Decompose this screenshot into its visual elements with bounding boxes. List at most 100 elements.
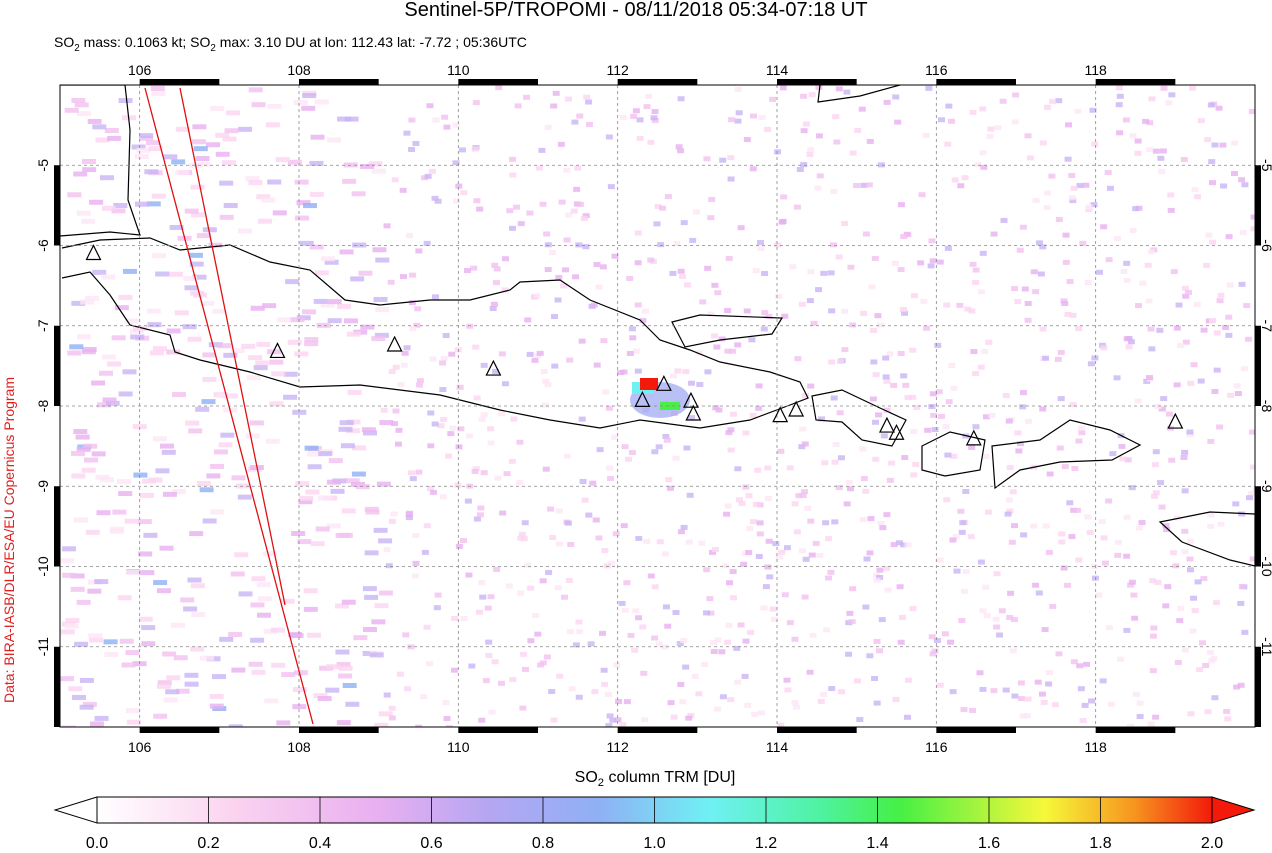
noise-pixel [723,511,731,517]
noise-pixel [1197,378,1205,384]
noise-pixel [319,665,334,671]
noise-pixel [667,700,675,706]
lat-tick-label: -9 [35,480,51,493]
noise-pixel [494,475,502,481]
noise-pixel [817,698,825,704]
noise-pixel [929,651,937,657]
noise-pixel [1015,448,1023,454]
noise-pixel [654,203,662,209]
noise-pixel [510,416,518,422]
noise-pixel [1127,339,1135,345]
noise-pixel [733,645,741,651]
noise-pixel [766,574,774,580]
noise-pixel [1158,504,1166,510]
noise-pixel [727,447,735,453]
noise-pixel [576,629,584,635]
noise-pixel [220,432,235,438]
noise-pixel [1055,98,1063,104]
noise-pixel [1148,346,1156,352]
coast-borneo [817,85,901,103]
noise-pixel [362,626,377,632]
noise-pixel [700,662,708,668]
noise-pixel [634,302,642,308]
noise-pixel [1204,709,1212,715]
noise-pixel [1120,268,1128,274]
noise-pixel [314,99,329,105]
noise-pixel [1017,680,1025,686]
noise-pixel [755,383,763,389]
noise-pixel [534,631,542,637]
noise-pixel [301,105,316,111]
noise-pixel [949,689,957,695]
noise-pixel [556,541,564,547]
noise-pixel [452,198,460,204]
noise-pixel [111,335,126,341]
map-frame [54,79,1261,733]
noise-pixel [1043,205,1051,211]
noise-pixel [1187,380,1195,386]
noise-pixel [667,485,675,491]
noise-pixel [413,322,421,328]
noise-pixel [388,715,396,721]
noise-pixel [325,687,340,693]
noise-pixel [309,160,324,166]
noise-pixel [97,402,112,408]
lat-tick-label: -11 [35,637,51,656]
noise-pixel [132,424,147,430]
noise-pixel [1187,567,1195,573]
noise-pixel [141,625,156,631]
noise-pixel [65,617,80,623]
noise-pixel [548,250,556,256]
noise-pixel [476,206,484,212]
noise-pixel [548,689,556,695]
noise-pixel [190,646,205,652]
noise-pixel [105,400,120,406]
noise-pixel [611,434,619,440]
noise-pixel [1024,317,1032,323]
lon-tick-label: 118 [1085,62,1108,78]
noise-pixel [450,667,458,673]
noise-pixel [572,274,580,280]
noise-pixel [1070,659,1078,665]
volcano [1167,412,1184,429]
noise-pixel [774,242,782,248]
noise-pixel [336,720,351,726]
noise-pixel [431,195,439,201]
noise-pixel [1039,140,1047,146]
noise-pixel [309,244,324,250]
colorbar-tick-label: 0.4 [309,835,331,852]
noise-pixel [865,182,873,188]
noise-pixel [1117,656,1125,662]
noise-pixel [432,117,440,123]
noise-pixel [934,342,942,348]
noise-pixel [833,139,841,145]
noise-pixel [1147,721,1155,727]
noise-pixel [823,627,831,633]
noise-pixel [1233,684,1241,690]
noise-pixel [570,208,578,214]
noise-pixel [1145,375,1153,381]
noise-pixel [390,511,398,517]
subtitle: SO2 mass: 0.1063 kt; SO2 max: 3.10 DU at… [54,34,527,54]
noise-pixel [374,332,389,338]
noise-pixel [315,526,330,532]
noise-pixel [509,156,517,162]
noise-pixel [210,105,225,111]
noise-pixel [107,361,122,367]
noise-pixel [643,104,651,110]
noise-pixel [339,249,354,255]
noise-pixel [155,271,170,277]
noise-pixel [187,577,202,583]
noise-pixel [582,244,590,250]
noise-pixel [484,605,492,611]
noise-pixel [1082,182,1090,188]
noise-pixel [71,473,86,479]
noise-pixel [337,303,352,309]
noise-pixel [271,371,286,377]
noise-pixel [76,599,91,605]
noise-pixel [160,443,175,449]
noise-pixel [1070,507,1078,513]
noise-pixel [192,124,207,130]
lat-tick-label: -6 [35,239,51,252]
noise-pixel [920,298,928,304]
